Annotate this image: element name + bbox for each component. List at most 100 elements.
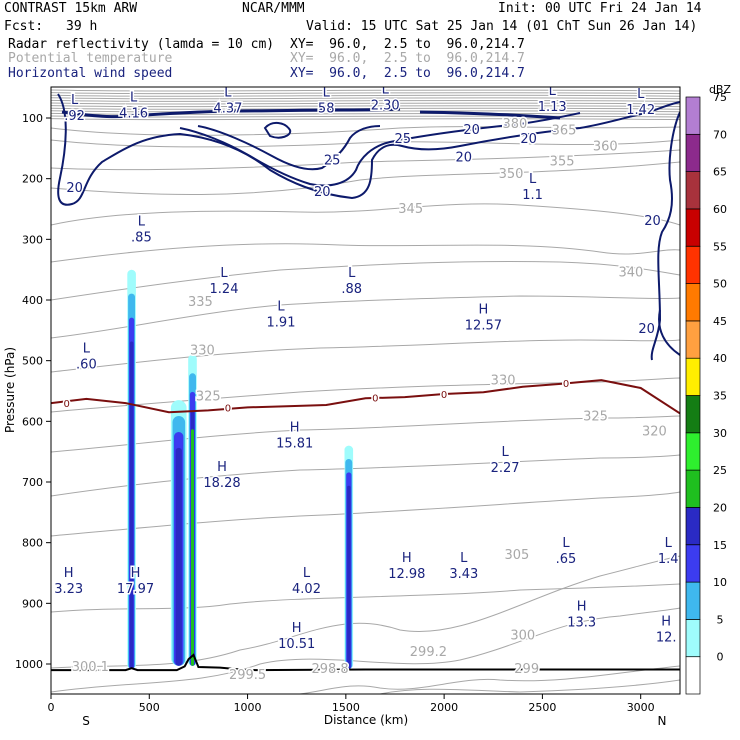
theta-line [51, 92, 680, 95]
extremum-marker: L [220, 266, 228, 281]
theta-value-label: 325 [583, 410, 608, 425]
wind-value-label: 20 [644, 214, 661, 229]
reflectivity-column [191, 429, 194, 666]
extremum-marker: H [292, 621, 302, 636]
theta-line [51, 105, 680, 108]
theta-line [51, 112, 680, 115]
theta-line [51, 454, 680, 497]
colorbar-swatch [685, 432, 701, 471]
wind-jet-core-2 [419, 110, 561, 120]
theta-line [51, 102, 680, 105]
x-tick-label: 500 [139, 701, 160, 714]
forecast-label: Fcst: [4, 19, 44, 34]
wind-value-label: 20 [463, 123, 480, 138]
extremum-marker: L [224, 86, 232, 101]
extremum-marker: L [130, 91, 138, 106]
reflectivity-column [129, 341, 134, 669]
theta-value-label: 355 [550, 155, 575, 170]
model-title: CONTRAST 15km ARW [4, 1, 138, 16]
south-label: S [82, 714, 90, 728]
extremum-value: .85 [131, 230, 152, 245]
init-time: Init: 00 UTC Fri 24 Jan 14 [498, 1, 702, 16]
north-label: N [658, 714, 667, 728]
theta-line [379, 679, 680, 694]
theta-value-label: 340 [618, 266, 643, 281]
y-tick-label: 900 [22, 597, 43, 610]
theta-line [51, 118, 680, 121]
y-tick-label: 1000 [15, 658, 43, 671]
theta-line [51, 203, 680, 226]
extremum-marker: L [277, 299, 285, 314]
extremum-marker: L [382, 83, 390, 98]
extremum-marker: H [217, 460, 227, 475]
extremum-marker: L [460, 551, 468, 566]
colorbar-swatch [685, 544, 701, 583]
field-wind-name: Horizontal wind speed [8, 66, 173, 81]
theta-line [51, 583, 680, 613]
field-reflectivity-xy: XY= 96.0, 2.5 to 96.0,214.7 [290, 37, 525, 52]
theta-line [51, 607, 680, 693]
colorbar-swatch [685, 507, 701, 546]
theta-value-label: 330 [190, 343, 215, 358]
extremum-value: 4.16 [119, 107, 148, 122]
theta-value-label: 325 [196, 390, 221, 405]
extremum-marker: L [138, 214, 146, 229]
x-tick-label: 2500 [528, 701, 556, 714]
extremum-marker: L [637, 87, 645, 102]
colorbar-level-label: 50 [713, 278, 727, 291]
theta-value-label: 380 [502, 117, 527, 132]
colorbar-swatch [685, 656, 701, 695]
y-tick-label: 800 [22, 537, 43, 550]
extremum-value: 1.91 [267, 315, 296, 330]
extremum-marker: L [529, 172, 537, 187]
wind-value-label: 20 [314, 185, 331, 200]
theta-surface-label: 299.5 [229, 668, 266, 683]
wind-value-label: 25 [324, 154, 341, 169]
extremum-value: 17.97 [117, 582, 154, 597]
extremum-value: 58 [318, 102, 335, 117]
theta-surface-label: 299 [514, 662, 539, 677]
y-axis-label: Pressure (hPa) [3, 347, 17, 433]
colorbar-level-label: 40 [713, 352, 727, 365]
colorbar-level-label: 25 [713, 464, 727, 477]
y-tick-label: 400 [22, 294, 43, 307]
extremum-value: 18.28 [203, 476, 240, 491]
y-tick-label: 300 [22, 233, 43, 246]
extremum-marker: L [501, 445, 509, 460]
wind-speed-contours [57, 93, 680, 361]
wind-contour-right-lower [658, 309, 680, 356]
extremum-value: 3.23 [54, 582, 83, 597]
extremum-value: 3.43 [449, 567, 478, 582]
theta-line [51, 89, 680, 92]
y-tick-label: 100 [22, 112, 43, 125]
colorbar-level-label: 10 [713, 576, 727, 589]
extremum-marker: L [83, 342, 91, 357]
colorbar-swatch [685, 469, 701, 508]
field-wind-xy: XY= 96.0, 2.5 to 96.0,214.7 [290, 66, 525, 81]
x-tick-label: 1500 [332, 701, 360, 714]
extremum-marker: L [323, 86, 331, 101]
colorbar-level-label: 20 [713, 501, 727, 514]
theta-line [51, 149, 680, 171]
colorbar-level-label: 55 [713, 240, 727, 253]
extremum-value: 10.51 [278, 637, 315, 652]
x-tick-label: 1000 [234, 701, 262, 714]
theta-value-label: 330 [491, 374, 516, 389]
extremum-marker: L [562, 536, 570, 551]
colorbar-level-label: 15 [713, 539, 727, 552]
extremum-marker: L [348, 266, 356, 281]
field-labels: 380 365 360 355 350 345 340 335 330 330 325 325 320 3… [53, 83, 680, 684]
extremum-marker: H [402, 551, 412, 566]
organization: NCAR/MMM [242, 1, 305, 16]
zero-isotherm-label: 0 [563, 379, 569, 390]
theta-value-label: 350 [499, 167, 524, 182]
colorbar-units: dBZ [709, 83, 732, 96]
wind-value-label: 20 [456, 150, 473, 165]
theta-line [51, 97, 680, 100]
extremum-value: 1.13 [538, 100, 567, 115]
wind-value-label: 20 [520, 132, 537, 147]
plot-frame [50, 86, 681, 695]
theta-line [51, 139, 680, 148]
y-tick-label: 500 [22, 355, 43, 368]
colorbar-swatch [685, 320, 701, 359]
